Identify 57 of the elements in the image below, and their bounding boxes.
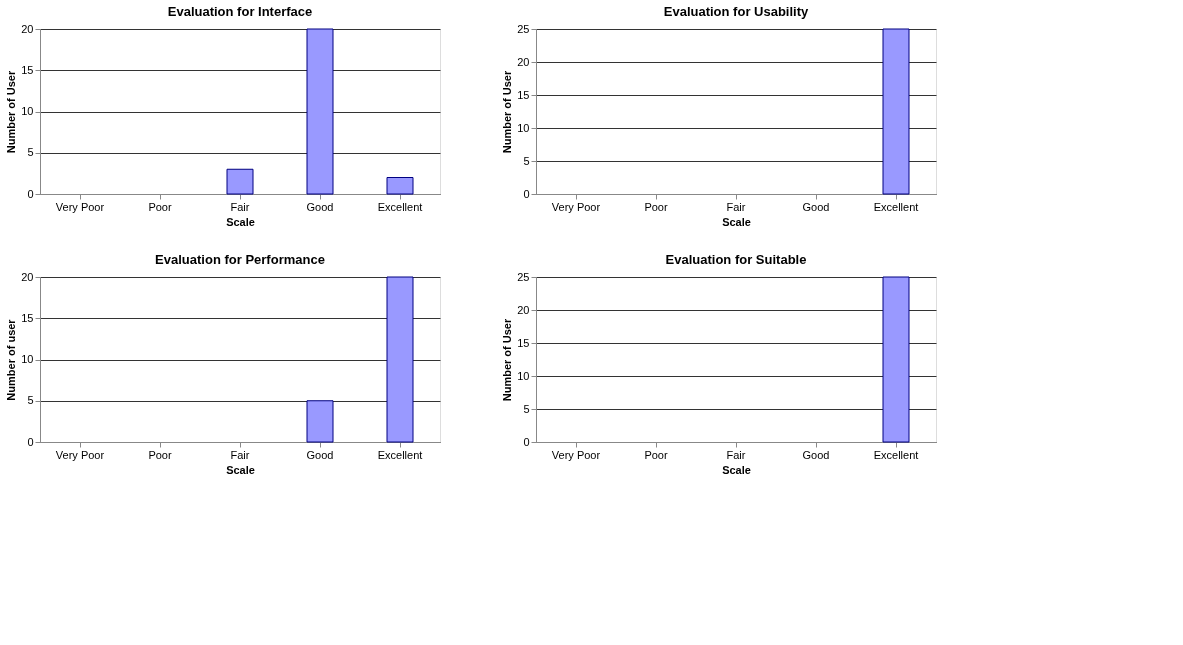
x-tick-label: Good: [802, 200, 830, 213]
x-tick-label: Very Poor: [551, 200, 601, 213]
y-tick-label: 0: [523, 187, 530, 200]
x-tick-label: Excellent: [873, 448, 919, 461]
y-axis-title: Number of User: [5, 70, 18, 154]
x-tick-label: Fair: [726, 200, 746, 213]
y-tick-label: 15: [517, 336, 530, 349]
x-tick-label: Excellent: [377, 200, 423, 213]
bar: [306, 28, 334, 195]
y-tick-label: 5: [523, 154, 530, 167]
chart-title: Evaluation for Usability: [663, 4, 809, 19]
x-axis-title: Scale: [722, 463, 751, 476]
y-tick-label: 15: [21, 63, 34, 76]
x-tick-label: Excellent: [377, 448, 423, 461]
chart-title: Evaluation for Suitable: [665, 252, 807, 267]
x-tick-label: Good: [306, 448, 334, 461]
bar: [386, 177, 414, 195]
y-tick-label: 5: [27, 146, 34, 159]
x-tick-label: Fair: [230, 448, 250, 461]
x-tick-label: Poor: [148, 200, 172, 213]
y-tick-label: 20: [21, 270, 34, 283]
x-tick-label: Fair: [230, 200, 250, 213]
x-tick-label: Very Poor: [55, 448, 105, 461]
y-tick-label: 20: [517, 303, 530, 316]
x-axis-title: Scale: [226, 215, 255, 228]
y-axis-title: Number of user: [5, 318, 18, 401]
x-tick-label: Good: [802, 448, 830, 461]
y-tick-label: 20: [517, 55, 530, 68]
x-axis-title: Scale: [722, 215, 751, 228]
y-tick-label: 10: [21, 105, 34, 117]
x-tick-label: Good: [306, 200, 334, 213]
y-tick-label: 0: [27, 435, 34, 448]
x-tick-label: Very Poor: [55, 200, 105, 213]
chart-title: Evaluation for Performance: [155, 252, 325, 267]
x-tick-label: Poor: [644, 448, 668, 461]
x-axis-title: Scale: [226, 463, 255, 476]
y-tick-label: 20: [21, 22, 34, 35]
x-tick-label: Poor: [644, 200, 668, 213]
y-tick-label: 15: [517, 88, 530, 101]
y-axis-title: Number of User: [501, 318, 514, 402]
y-tick-label: 10: [517, 369, 530, 382]
y-axis-title: Number of User: [501, 70, 514, 154]
chart-title: Evaluation for Interface: [167, 4, 313, 19]
y-tick-label: 5: [523, 402, 530, 415]
bar: [226, 168, 254, 195]
x-tick-label: Very Poor: [551, 448, 601, 461]
y-tick-label: 25: [517, 22, 530, 35]
x-tick-label: Excellent: [873, 200, 919, 213]
y-tick-label: 0: [27, 187, 34, 200]
x-tick-label: Fair: [726, 448, 746, 461]
y-tick-label: 10: [517, 121, 530, 134]
x-tick-label: Poor: [148, 448, 172, 461]
y-tick-label: 0: [523, 435, 530, 448]
y-tick-label: 15: [21, 311, 34, 324]
y-tick-label: 5: [27, 394, 34, 407]
y-tick-label: 10: [21, 353, 34, 365]
y-tick-label: 25: [517, 270, 530, 283]
